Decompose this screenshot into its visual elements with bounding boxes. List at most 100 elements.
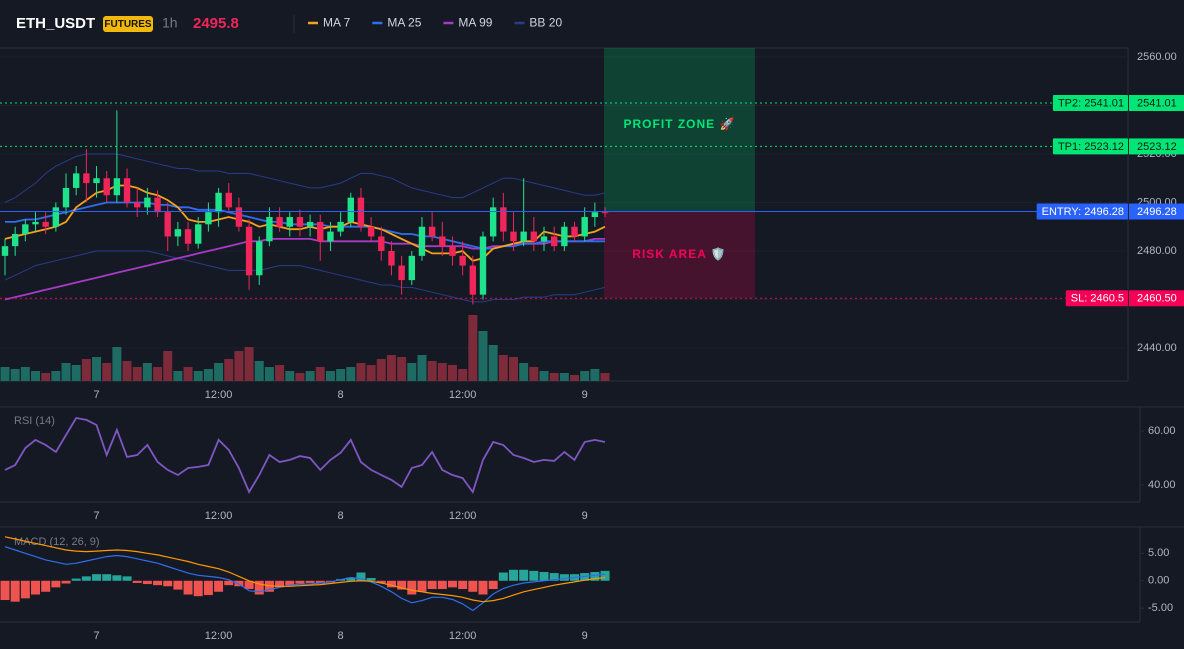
candle-body bbox=[184, 229, 192, 244]
x-tick-label: 9 bbox=[582, 389, 588, 401]
volume-bar bbox=[386, 355, 396, 381]
macd-hist-bar bbox=[356, 572, 366, 581]
macd-hist-bar bbox=[275, 580, 285, 588]
macd-hist-bar bbox=[407, 580, 417, 595]
axis-price-label: 2523.12 bbox=[1137, 141, 1177, 153]
volume-bar bbox=[122, 361, 132, 381]
candle-body bbox=[195, 224, 202, 244]
macd-hist-bar bbox=[224, 580, 234, 586]
volume-bar bbox=[112, 347, 122, 381]
macd-hist-bar bbox=[41, 580, 51, 592]
volume-bar bbox=[366, 365, 376, 381]
level-label-bg bbox=[1052, 138, 1128, 155]
macd-hist-bar bbox=[102, 574, 112, 581]
axis-price-label: 2496.28 bbox=[1137, 206, 1177, 218]
y-tick-label: 2560.00 bbox=[1137, 51, 1177, 63]
y-tick-label: 2480.00 bbox=[1137, 245, 1177, 257]
risk-zone bbox=[604, 211, 755, 299]
volume-bar bbox=[92, 357, 102, 381]
legend-label: MA 7 bbox=[323, 16, 351, 30]
volume-bar bbox=[244, 347, 254, 381]
candle-body bbox=[581, 217, 588, 237]
candle-body bbox=[205, 212, 212, 225]
candle-body bbox=[317, 221, 324, 242]
legend-label: MA 25 bbox=[387, 16, 421, 30]
axis-price-bg bbox=[1129, 95, 1184, 112]
level-label: TP1: 2523.12 bbox=[1058, 141, 1124, 153]
legend-label: MA 99 bbox=[458, 16, 492, 30]
candle-body bbox=[530, 231, 538, 242]
rsi-title: RSI (14) bbox=[14, 415, 55, 427]
candle-body bbox=[103, 178, 110, 196]
volume-bar bbox=[275, 365, 285, 381]
volume-bar bbox=[478, 331, 488, 381]
candle-body bbox=[428, 226, 436, 237]
volume-bar bbox=[10, 369, 20, 381]
band-upper bbox=[4, 153, 606, 203]
volume-bar bbox=[20, 367, 30, 381]
candle-body bbox=[144, 197, 151, 208]
volume-bar bbox=[529, 367, 539, 381]
candle-body bbox=[347, 197, 354, 222]
x-tick-label: 7 bbox=[93, 510, 99, 522]
level-label-bg bbox=[1036, 203, 1128, 220]
candle-body bbox=[296, 217, 304, 227]
candle-body bbox=[571, 226, 578, 237]
volume-bar bbox=[132, 367, 142, 381]
volume-bar bbox=[173, 371, 183, 381]
x-tick-label: 12:00 bbox=[449, 630, 477, 642]
candle-body bbox=[479, 236, 487, 295]
interval: 1h bbox=[162, 15, 178, 31]
last-price: 2495.8 bbox=[193, 15, 239, 32]
volume-bar bbox=[71, 365, 81, 381]
macd-hist-bar bbox=[81, 576, 91, 581]
candle-body bbox=[245, 226, 253, 276]
volume-bar bbox=[437, 363, 447, 381]
volume-bar bbox=[580, 371, 590, 381]
candle-body bbox=[520, 231, 527, 242]
x-tick-label: 7 bbox=[93, 630, 99, 642]
y-tick-label: 0.00 bbox=[1148, 575, 1169, 587]
macd-hist-bar bbox=[305, 580, 315, 583]
candle-body bbox=[439, 236, 446, 247]
macd-hist-bar bbox=[519, 569, 529, 581]
macd-hist-bar bbox=[376, 580, 386, 583]
volume-bar bbox=[153, 367, 163, 381]
macd-hist-bar bbox=[529, 570, 539, 581]
volume-bar bbox=[102, 363, 112, 381]
x-tick-label: 9 bbox=[582, 630, 588, 642]
macd-hist-bar bbox=[366, 578, 376, 581]
candle-body bbox=[469, 265, 477, 295]
macd-hist-bar bbox=[590, 571, 600, 581]
axis-price-bg bbox=[1129, 138, 1184, 155]
volume-bar bbox=[41, 373, 51, 381]
volume-bar bbox=[234, 351, 244, 381]
macd-hist-bar bbox=[51, 580, 61, 588]
macd-hist-bar bbox=[447, 580, 457, 588]
volume-bar bbox=[458, 369, 468, 381]
volume-bar bbox=[570, 375, 580, 381]
candle-body bbox=[1, 246, 9, 256]
macd-title: MACD (12, 26, 9) bbox=[14, 536, 100, 548]
candle-body bbox=[398, 265, 405, 281]
candle-body bbox=[601, 212, 609, 214]
macd-hist-bar bbox=[417, 580, 427, 592]
macd-hist-bar bbox=[539, 571, 549, 581]
volume-bar bbox=[214, 363, 224, 381]
axis-price-label: 2541.01 bbox=[1137, 97, 1177, 109]
macd-hist-bar bbox=[458, 580, 468, 590]
volume-bar bbox=[356, 363, 366, 381]
macd-hist-bar bbox=[397, 580, 407, 590]
profit-zone bbox=[604, 48, 755, 212]
axis-price-bg bbox=[1129, 203, 1184, 220]
level-label-bg bbox=[1065, 290, 1128, 307]
candle-body bbox=[500, 207, 507, 232]
candle-body bbox=[327, 231, 334, 242]
legend-label: BB 20 bbox=[529, 16, 562, 30]
candle-body bbox=[266, 217, 273, 242]
macd-hist-bar bbox=[600, 570, 610, 581]
y-tick-label: 40.00 bbox=[1148, 479, 1176, 491]
zone-label: RISK AREA 🛡️ bbox=[632, 247, 726, 261]
volume-bar bbox=[264, 367, 274, 381]
candle-body bbox=[306, 221, 314, 227]
